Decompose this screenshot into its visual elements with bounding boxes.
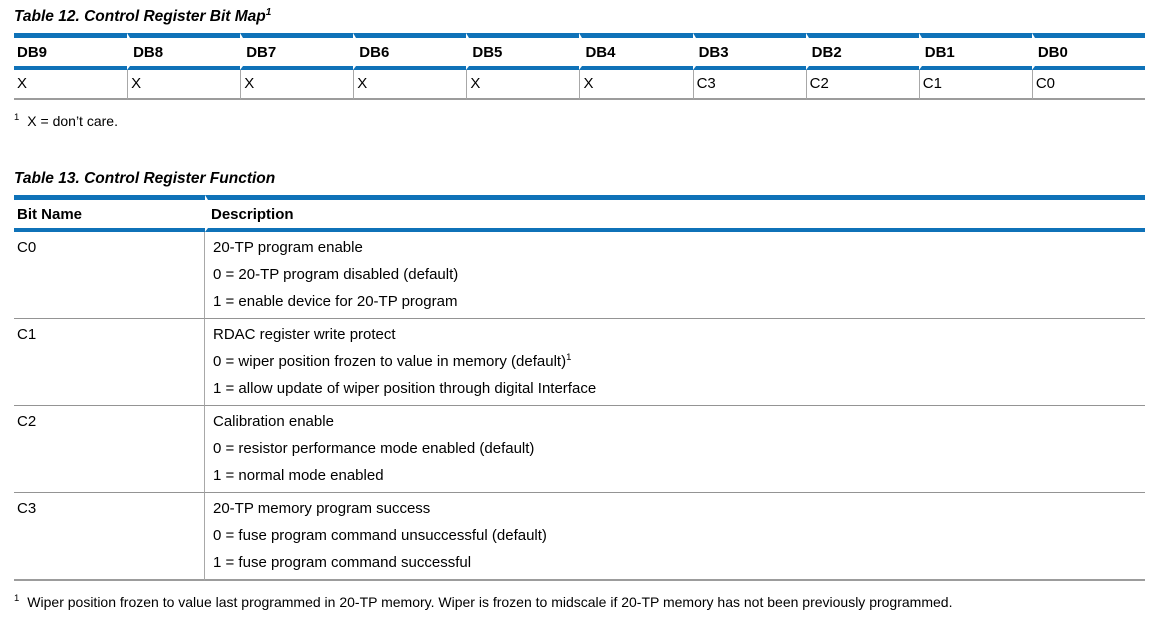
column-header-db1: DB1 — [918, 33, 1032, 70]
column-header-db0: DB0 — [1031, 33, 1145, 70]
column-header-db8: DB8 — [127, 33, 241, 70]
description-line: RDAC register write protect — [213, 326, 396, 343]
header-row: DB9 DB8 DB7 DB6 DB5 DB4 DB3 DB2 DB1 DB0 — [14, 33, 1145, 70]
description-line: 1 = fuse program command successful — [213, 554, 472, 571]
description-line: 0 = resistor performance mode enabled (d… — [213, 440, 535, 457]
table12-footnote: 1 X = don’t care. — [14, 113, 1159, 130]
table13-footnote: 1 Wiper position frozen to value last pro… — [14, 594, 1159, 611]
footnote-marker: 1 — [14, 593, 20, 605]
bit-cell-db9: X — [14, 70, 128, 100]
description-line: Calibration enable — [213, 413, 334, 430]
column-header-db7: DB7 — [240, 33, 354, 70]
description-cell: RDAC register write protect 0 = wiper po… — [205, 319, 1145, 406]
table12-title-text: Table 12. Control Register Bit Map — [14, 8, 266, 25]
description-cell: Calibration enable 0 = resistor performa… — [205, 406, 1145, 493]
description-cell: 20-TP memory program success 0 = fuse pr… — [205, 493, 1145, 581]
footnote-marker: 1 — [14, 112, 20, 124]
table-row-c0: C0 20-TP program enable 0 = 20-TP progra… — [14, 232, 1145, 319]
description-line: 0 = fuse program command unsuccessful (d… — [213, 527, 547, 544]
bit-name-cell: C0 — [14, 232, 205, 319]
bit-cell-db4: X — [579, 70, 693, 100]
column-header-bit-name: Bit Name — [14, 195, 205, 232]
description-line: 0 = wiper position frozen to value in me… — [213, 348, 1145, 375]
column-header-db6: DB6 — [353, 33, 467, 70]
bit-cell-db3: C3 — [692, 70, 806, 100]
description-line: 0 = 20-TP program disabled (default) — [213, 266, 459, 283]
bit-cell-db6: X — [353, 70, 467, 100]
bit-cell-db2: C2 — [805, 70, 919, 100]
table12-title: Table 12. Control Register Bit Map1 — [14, 6, 1159, 26]
description-cell: 20-TP program enable 0 = 20-TP program d… — [205, 232, 1145, 319]
table12-title-footnote-marker: 1 — [265, 6, 272, 18]
column-header-db5: DB5 — [466, 33, 580, 70]
column-header-db4: DB4 — [579, 33, 693, 70]
bit-cell-db0: C0 — [1031, 70, 1145, 100]
footnote-marker: 1 — [566, 352, 572, 363]
bit-cell-db1: C1 — [918, 70, 1032, 100]
description-line: 1 = normal mode enabled — [213, 467, 384, 484]
description-line: 1 = allow update of wiper position throu… — [213, 380, 597, 397]
description-line: 20-TP program enable — [213, 239, 363, 256]
footnote-text: X = don’t care. — [27, 113, 118, 129]
control-register-function-table: Bit Name Description C0 20-TP program en… — [14, 195, 1145, 581]
bit-name-cell: C1 — [14, 319, 205, 406]
description-line: 1 = enable device for 20-TP program — [213, 293, 458, 310]
description-line: 20-TP memory program success — [213, 500, 431, 517]
header-row: Bit Name Description — [14, 195, 1145, 232]
bit-name-cell: C3 — [14, 493, 205, 581]
column-header-description: Description — [205, 195, 1145, 232]
bit-cell-db8: X — [127, 70, 241, 100]
description-line-text: 0 = wiper position frozen to value in me… — [213, 353, 567, 370]
table13-section: Table 13. Control Register Function Bit … — [14, 170, 1159, 611]
column-header-db9: DB9 — [14, 33, 128, 70]
bit-map-row: X X X X X X C3 C2 C1 C0 — [14, 70, 1145, 100]
bit-cell-db5: X — [466, 70, 580, 100]
column-header-db3: DB3 — [692, 33, 806, 70]
control-register-bit-map-table: DB9 DB8 DB7 DB6 DB5 DB4 DB3 DB2 DB1 DB0 … — [14, 33, 1145, 100]
table-row-c2: C2 Calibration enable 0 = resistor perfo… — [14, 406, 1145, 493]
table13-title: Table 13. Control Register Function — [14, 170, 276, 187]
table-row-c1: C1 RDAC register write protect 0 = wiper… — [14, 319, 1145, 406]
footnote-text: Wiper position frozen to value last prog… — [27, 594, 953, 610]
bit-cell-db7: X — [240, 70, 354, 100]
table-row-c3: C3 20-TP memory program success 0 = fuse… — [14, 493, 1145, 581]
bit-name-cell: C2 — [14, 406, 205, 493]
column-header-db2: DB2 — [805, 33, 919, 70]
